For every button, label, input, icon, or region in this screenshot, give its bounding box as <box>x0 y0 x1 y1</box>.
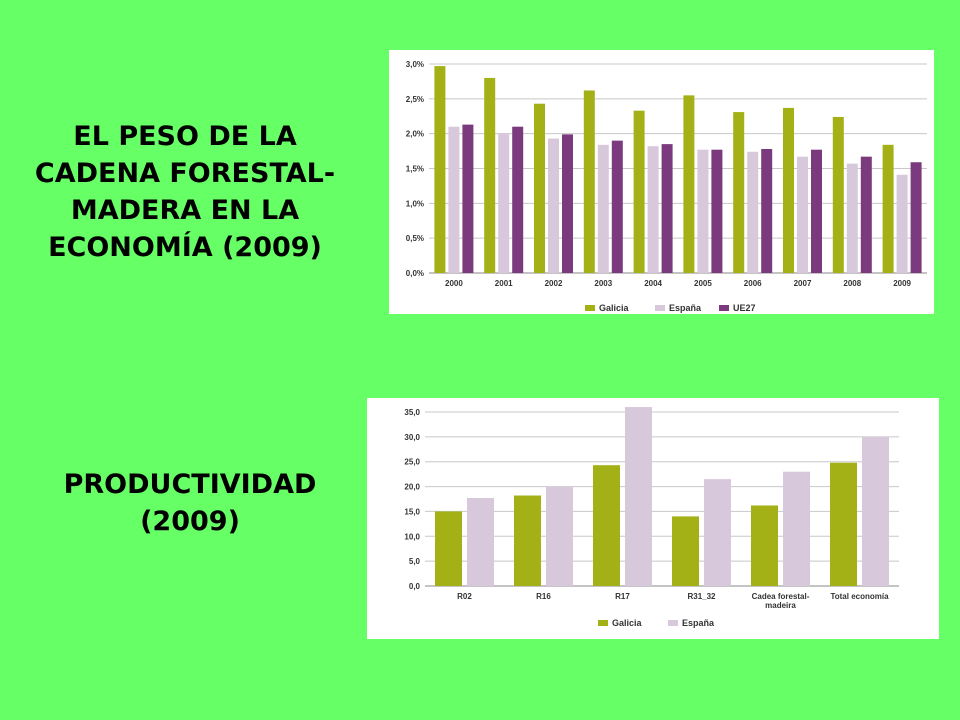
chart2-ytick-label: 20,0 <box>404 483 420 492</box>
chart1-bar-galicia <box>484 77 496 273</box>
chart2-xtick-label: R02 <box>457 592 472 601</box>
chart1-bar-ue27 <box>910 162 922 273</box>
chart1-bar-ue27 <box>860 156 872 273</box>
chart1-bar-espaa <box>797 156 808 273</box>
chart1-bar-ue27 <box>462 124 474 273</box>
chart2-bar-galicia <box>672 516 699 586</box>
chart2-ytick-label: 25,0 <box>404 458 420 467</box>
chart2-ytick-label: 5,0 <box>409 557 421 566</box>
chart1-legend-swatch <box>655 305 665 311</box>
chart2-ytick-label: 10,0 <box>404 532 420 541</box>
chart1-ytick-label: 1,5% <box>406 165 424 174</box>
chart1-bar-espaa <box>597 144 609 273</box>
chart1-xtick-label: 2006 <box>744 279 762 288</box>
chart1-bar-galicia <box>832 116 844 274</box>
chart2-bar-galicia <box>514 495 541 586</box>
chart2-legend-swatch <box>598 620 608 626</box>
chart2-xtick-label: Total economía <box>830 592 889 601</box>
chart1-bar-espaa <box>896 174 908 273</box>
chart2-bar-espaa <box>625 407 652 586</box>
chart2-bar-galicia <box>435 511 462 586</box>
chart1-bar-ue27 <box>562 134 573 273</box>
chart1-legend-label: España <box>669 303 702 313</box>
chart1-xtick-label: 2004 <box>644 279 662 288</box>
chart2-bar-espaa <box>783 471 810 586</box>
chart1-ytick-label: 3,0% <box>406 60 424 69</box>
chart1-bar-ue27 <box>611 140 623 273</box>
chart1-bar-ue27 <box>661 144 673 273</box>
chart2-bar-galicia <box>830 462 857 586</box>
chart1-ytick-label: 0,5% <box>406 234 424 243</box>
chart2-bar-espaa <box>546 486 573 586</box>
chart1-xtick-label: 2003 <box>594 279 612 288</box>
chart1-ytick-label: 2,0% <box>406 130 424 139</box>
chart1-bar-espaa <box>498 132 510 273</box>
chart1-bar-espaa <box>647 146 659 273</box>
chart1-ytick-label: 1,0% <box>406 199 424 208</box>
productivity-chart-panel: 0,0 5,0 10,0 15,0 20,0 25,0 30,0 35,0 R02 R16 R17 R… <box>367 398 939 639</box>
chart1-ytick-label: 2,5% <box>406 95 424 104</box>
chart1-bar-galicia <box>583 90 595 273</box>
chart1-bar-espaa <box>548 138 559 273</box>
chart1-xtick-label: 2009 <box>893 279 911 288</box>
chart1-bar-galicia <box>733 112 745 273</box>
weight-chart: 0,0% 0,5% 1,0% 1,5% 2,0% 2,5% 3,0% 2000 2001 2002… <box>406 60 927 313</box>
chart1-bar-ue27 <box>761 148 773 273</box>
chart1-legend-swatch <box>585 305 595 311</box>
chart1-bar-galicia <box>882 144 894 273</box>
chart2-xtick-label: R17 <box>615 592 630 601</box>
chart1-legend-label: UE27 <box>733 303 756 313</box>
chart2-ytick-label: 30,0 <box>404 433 420 442</box>
chart1-xtick-label: 2000 <box>445 279 463 288</box>
productivity-chart: 0,0 5,0 10,0 15,0 20,0 25,0 30,0 35,0 R02 R16 R17 R… <box>404 407 899 628</box>
chart1-bar-ue27 <box>711 149 723 273</box>
productivity-heading: PRODUCTIVIDAD (2009) <box>63 469 317 537</box>
chart1-bar-galicia <box>783 107 794 273</box>
chart2-bar-galicia <box>593 465 620 586</box>
chart2-legend-swatch <box>668 620 678 626</box>
chart1-xtick-label: 2008 <box>843 279 861 288</box>
chart1-bar-espaa <box>747 151 759 273</box>
chart2-bar-espaa <box>467 498 494 586</box>
chart1-legend-swatch <box>719 305 729 311</box>
chart1-bar-espaa <box>697 149 709 273</box>
chart2-legend-label: Galicia <box>612 618 643 628</box>
chart1-xtick-label: 2001 <box>495 279 513 288</box>
chart2-xtick-label: Cadea forestal-madeira <box>752 592 810 610</box>
chart2-ytick-label: 0,0 <box>409 582 421 591</box>
chart2-bar-espaa <box>704 479 731 586</box>
chart1-xtick-label: 2002 <box>545 279 563 288</box>
chart1-ytick-label: 0,0% <box>406 269 424 278</box>
chart1-bar-ue27 <box>811 149 822 273</box>
weight-chart-panel: 0,0% 0,5% 1,0% 1,5% 2,0% 2,5% 3,0% 2000 2001 2002… <box>389 50 934 314</box>
chart1-bar-galicia <box>534 103 545 274</box>
weight-heading: EL PESO DE LA CADENA FORESTAL- MADERA EN… <box>34 121 336 263</box>
chart2-ytick-label: 35,0 <box>404 408 420 417</box>
chart1-bar-ue27 <box>512 126 524 273</box>
chart2-bar-espaa <box>862 436 889 586</box>
chart2-ytick-label: 15,0 <box>404 507 420 516</box>
chart1-bar-galicia <box>633 110 645 273</box>
chart1-bar-espaa <box>846 163 858 273</box>
chart2-xtick-label: R16 <box>536 592 551 601</box>
chart2-legend-label: España <box>682 618 715 628</box>
chart1-bar-galicia <box>683 95 695 273</box>
chart1-bar-espaa <box>448 126 460 273</box>
chart2-xtick-label: R31_32 <box>687 592 716 601</box>
chart1-bar-galicia <box>434 66 446 273</box>
chart2-bar-galicia <box>751 505 778 586</box>
chart1-xtick-label: 2007 <box>794 279 812 288</box>
chart1-xtick-label: 2005 <box>694 279 712 288</box>
chart1-legend-label: Galicia <box>599 303 630 313</box>
